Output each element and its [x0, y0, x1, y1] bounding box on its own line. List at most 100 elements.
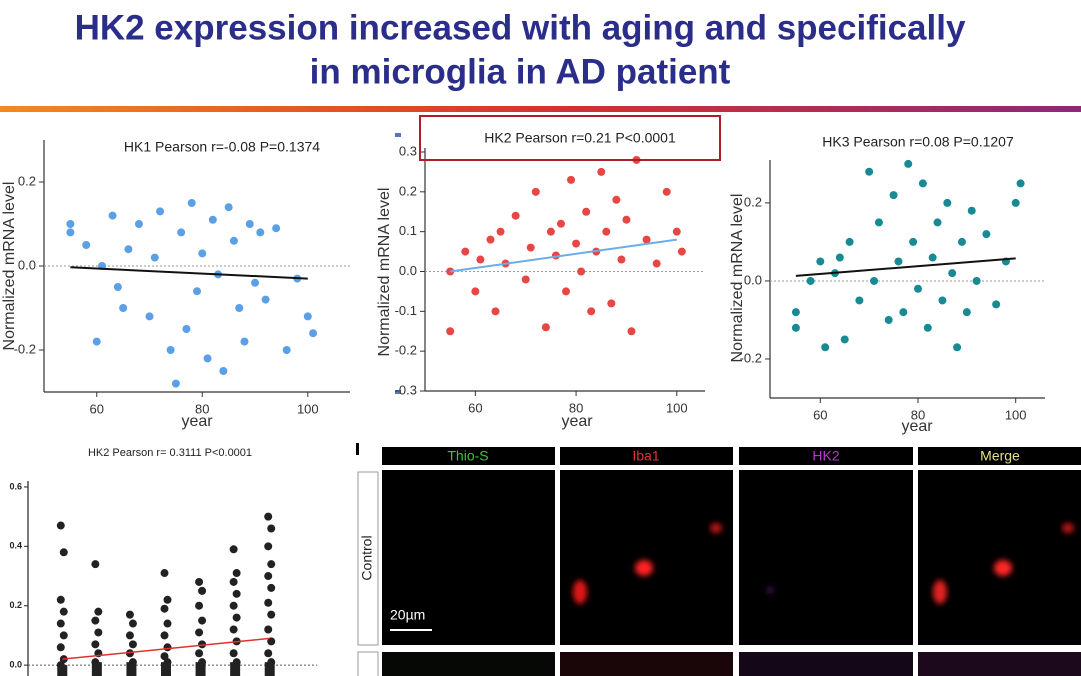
micrograph [739, 652, 913, 676]
point [128, 619, 137, 628]
point [229, 577, 238, 586]
fit-line [450, 238, 677, 273]
point [124, 245, 133, 254]
y-tick-label: 0.2 [744, 194, 762, 209]
y-tick-label: -0.2 [14, 341, 36, 356]
point [567, 175, 576, 184]
point [229, 236, 238, 245]
point [791, 323, 800, 332]
y-tick-label: -0.3 [395, 382, 417, 397]
x-axis-label: year [901, 418, 933, 435]
point [163, 643, 172, 652]
point [627, 327, 636, 336]
header-cell [918, 447, 1081, 465]
point [546, 227, 555, 236]
y-tick-label: 0.0 [399, 263, 417, 278]
x-tick-label: 80 [569, 400, 583, 415]
point [471, 287, 480, 296]
point [198, 249, 207, 258]
point [195, 601, 204, 610]
chart-title: HK1 Pearson r=-0.08 P=0.1374 [124, 139, 320, 155]
point [957, 237, 966, 246]
point [160, 631, 169, 640]
point [904, 159, 913, 168]
y-tick-label: 0.0 [18, 257, 36, 272]
point [303, 312, 312, 321]
point [232, 569, 241, 578]
point [918, 179, 927, 188]
point [521, 275, 530, 284]
point [672, 227, 681, 236]
x-axis-label: year [561, 413, 593, 430]
point [264, 649, 273, 658]
point [948, 269, 957, 278]
point [816, 257, 825, 266]
y-tick-label: 0.2 [9, 600, 22, 610]
point [938, 296, 947, 305]
point [486, 235, 495, 244]
point [662, 187, 671, 196]
y-tick-label: 0.0 [744, 272, 762, 287]
point [267, 637, 276, 646]
point [182, 325, 191, 333]
point [198, 586, 207, 595]
point [642, 235, 651, 244]
point [1011, 198, 1020, 207]
point [91, 560, 100, 569]
point [195, 628, 204, 637]
point [108, 211, 117, 220]
point [56, 643, 65, 652]
point [245, 220, 254, 228]
point [160, 569, 169, 578]
point [943, 198, 952, 207]
marker [395, 390, 401, 394]
point [982, 230, 991, 239]
point [229, 601, 238, 610]
point [617, 255, 626, 264]
point [556, 219, 565, 228]
point [150, 253, 159, 262]
point [267, 583, 276, 592]
micrograph [560, 652, 733, 676]
point [835, 253, 844, 262]
point [840, 335, 849, 344]
point [229, 649, 238, 658]
point [622, 215, 631, 224]
row-label-box [357, 471, 379, 646]
point [59, 607, 68, 616]
point [587, 307, 596, 316]
scale-bar-label: 20µm [390, 607, 425, 623]
point [909, 237, 918, 246]
fit-line [62, 637, 270, 660]
point [261, 295, 270, 304]
fit-line [70, 266, 308, 280]
point [572, 239, 581, 248]
x-tick-label: 60 [468, 400, 482, 415]
column-label: Iba1 [632, 448, 659, 464]
point [652, 259, 661, 268]
y-tick-label: 0.1 [399, 223, 417, 238]
point [195, 577, 204, 586]
point [491, 307, 500, 316]
dense-points [161, 662, 171, 676]
dense-points [264, 662, 275, 676]
point [125, 631, 134, 640]
y-tick-label: 0.4 [9, 541, 22, 551]
point [923, 323, 932, 332]
column-label: Thio-S [447, 448, 488, 464]
point [160, 652, 169, 661]
header-cell [382, 447, 555, 465]
point [894, 257, 903, 266]
point [267, 560, 276, 569]
point [562, 287, 571, 296]
dense-points [230, 662, 241, 676]
point [526, 243, 535, 252]
marker [395, 133, 401, 137]
point [66, 228, 75, 237]
divider [0, 106, 1081, 112]
point [229, 625, 238, 634]
column-label: Merge [980, 448, 1020, 464]
point [1016, 179, 1025, 188]
